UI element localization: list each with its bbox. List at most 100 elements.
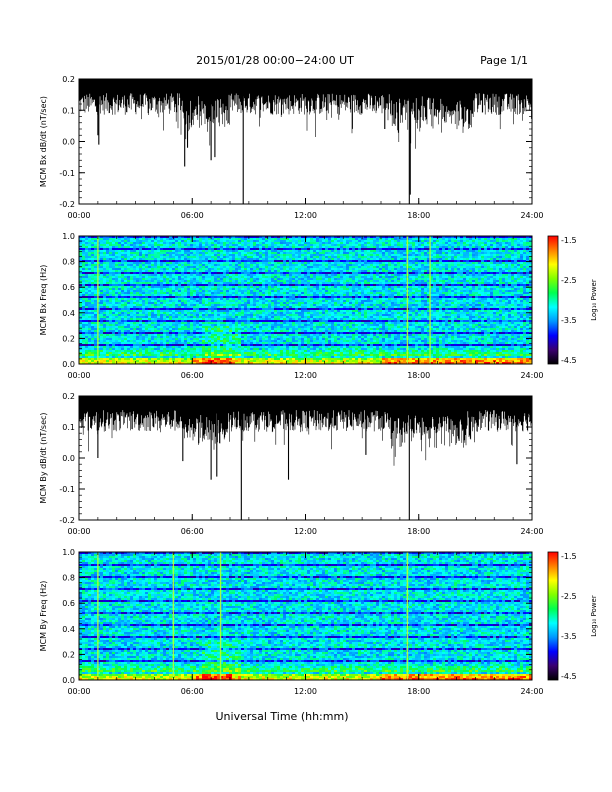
spectrogram-cell bbox=[82, 240, 86, 243]
spectrogram-cell bbox=[199, 300, 203, 303]
spectrogram-cell bbox=[154, 272, 158, 275]
spectrogram-cell bbox=[220, 266, 224, 269]
spectrogram-cell bbox=[133, 340, 137, 343]
spectrogram-cell bbox=[136, 342, 140, 345]
spectrogram-cell bbox=[175, 242, 179, 245]
spectrogram-cell bbox=[199, 324, 203, 327]
spectrogram-cell bbox=[301, 268, 305, 271]
spectrogram-cell bbox=[199, 298, 203, 301]
spectrogram-cell bbox=[274, 240, 278, 243]
spectrogram-cell bbox=[223, 302, 227, 305]
spectrogram-cell bbox=[304, 288, 308, 291]
spectrogram-cell bbox=[298, 310, 302, 313]
spectrogram-cell bbox=[181, 276, 185, 279]
spectrogram-cell bbox=[295, 344, 299, 347]
spectrogram-cell bbox=[229, 236, 233, 239]
spectrogram-cell bbox=[103, 290, 107, 293]
spectrogram-cell bbox=[172, 258, 176, 261]
spectrogram-cell bbox=[142, 302, 146, 305]
spectrogram-cell bbox=[280, 248, 284, 251]
spectrogram-cell bbox=[103, 282, 107, 285]
spectrogram-cell bbox=[97, 330, 101, 333]
spectrogram-cell bbox=[172, 322, 176, 325]
spectrogram-cell bbox=[235, 328, 239, 331]
spectrogram-cell bbox=[229, 318, 233, 321]
spectrogram-cell bbox=[172, 354, 176, 357]
spectrogram-cell bbox=[250, 362, 254, 365]
spectrogram-cell bbox=[187, 276, 191, 279]
spectrogram-cell bbox=[298, 290, 302, 293]
spectrogram-cell bbox=[193, 268, 197, 271]
spectrogram-cell bbox=[100, 238, 104, 241]
spectrogram-cell bbox=[112, 250, 116, 253]
spectrogram-cell bbox=[97, 238, 101, 241]
spectrogram-cell bbox=[211, 270, 215, 273]
spectrogram-cell bbox=[256, 328, 260, 331]
spectrogram-cell bbox=[145, 258, 149, 261]
spectrogram-cell bbox=[268, 240, 272, 243]
spectrogram-cell bbox=[268, 324, 272, 327]
spectrogram-cell bbox=[82, 266, 86, 269]
spectrogram-cell bbox=[271, 362, 275, 365]
spectrogram-cell bbox=[106, 332, 110, 335]
spectrogram-cell bbox=[160, 358, 164, 361]
spectrogram-cell bbox=[238, 280, 242, 283]
spectrogram-cell bbox=[244, 258, 248, 261]
spectrogram-cell bbox=[268, 306, 272, 309]
spectrogram-cell bbox=[148, 264, 152, 267]
spectrogram-cell bbox=[136, 238, 140, 241]
spectrogram-cell bbox=[205, 268, 209, 271]
spectrogram-cell bbox=[208, 260, 212, 263]
spectrogram-cell bbox=[112, 320, 116, 323]
spectrogram-cell bbox=[211, 340, 215, 343]
spectrogram-cell bbox=[250, 320, 254, 323]
spectrogram-cell bbox=[274, 236, 278, 239]
spectrogram-cell bbox=[91, 336, 95, 339]
spectrogram-cell bbox=[292, 244, 296, 247]
spectrogram-cell bbox=[157, 240, 161, 243]
spectrogram-cell bbox=[139, 330, 143, 333]
spectrogram-cell bbox=[283, 306, 287, 309]
spectrogram-cell bbox=[190, 244, 194, 247]
spectrogram-cell bbox=[88, 296, 92, 299]
spectrogram-cell bbox=[181, 268, 185, 271]
spectrogram-cell bbox=[196, 268, 200, 271]
spectrogram-cell bbox=[169, 296, 173, 299]
spectrogram-cell bbox=[151, 292, 155, 295]
spectrogram-cell bbox=[115, 246, 119, 249]
spectrogram-cell bbox=[100, 306, 104, 309]
spectrogram-cell bbox=[304, 248, 308, 251]
spectrogram-cell bbox=[175, 256, 179, 259]
spectrogram-cell bbox=[298, 308, 302, 311]
spectrogram-cell bbox=[145, 328, 149, 331]
spectrogram-cell bbox=[160, 346, 164, 349]
spectrogram-cell bbox=[241, 238, 245, 241]
spectrogram-cell bbox=[211, 330, 215, 333]
spectrogram-cell bbox=[127, 336, 131, 339]
spectrogram-cell bbox=[292, 350, 296, 353]
spectrogram-cell bbox=[136, 362, 140, 365]
spectrogram-cell bbox=[160, 252, 164, 255]
spectrogram-cell bbox=[253, 240, 257, 243]
spectrogram-cell bbox=[94, 356, 98, 359]
spectrogram-cell bbox=[109, 342, 113, 345]
spectrogram-cell bbox=[304, 298, 308, 301]
spectrogram-cell bbox=[121, 340, 125, 343]
spectrogram-cell bbox=[163, 332, 167, 335]
spectrogram-cell bbox=[160, 338, 164, 341]
spectrogram-cell bbox=[205, 360, 209, 363]
spectrogram-cell bbox=[127, 270, 131, 273]
spectrogram-cell bbox=[166, 268, 170, 271]
spectrogram-cell bbox=[166, 316, 170, 319]
spectrogram-cell bbox=[241, 274, 245, 277]
spectrogram-cell bbox=[235, 326, 239, 329]
spectrogram-cell bbox=[211, 278, 215, 281]
spectrogram-cell bbox=[139, 252, 143, 255]
spectrogram-cell bbox=[253, 294, 257, 297]
spectrogram-cell bbox=[82, 362, 86, 365]
spectrogram-cell bbox=[220, 264, 224, 267]
spectrogram-cell bbox=[169, 246, 173, 249]
spectrogram-cell bbox=[124, 306, 128, 309]
spectrogram-cell bbox=[103, 252, 107, 255]
spectrogram-cell bbox=[139, 320, 143, 323]
